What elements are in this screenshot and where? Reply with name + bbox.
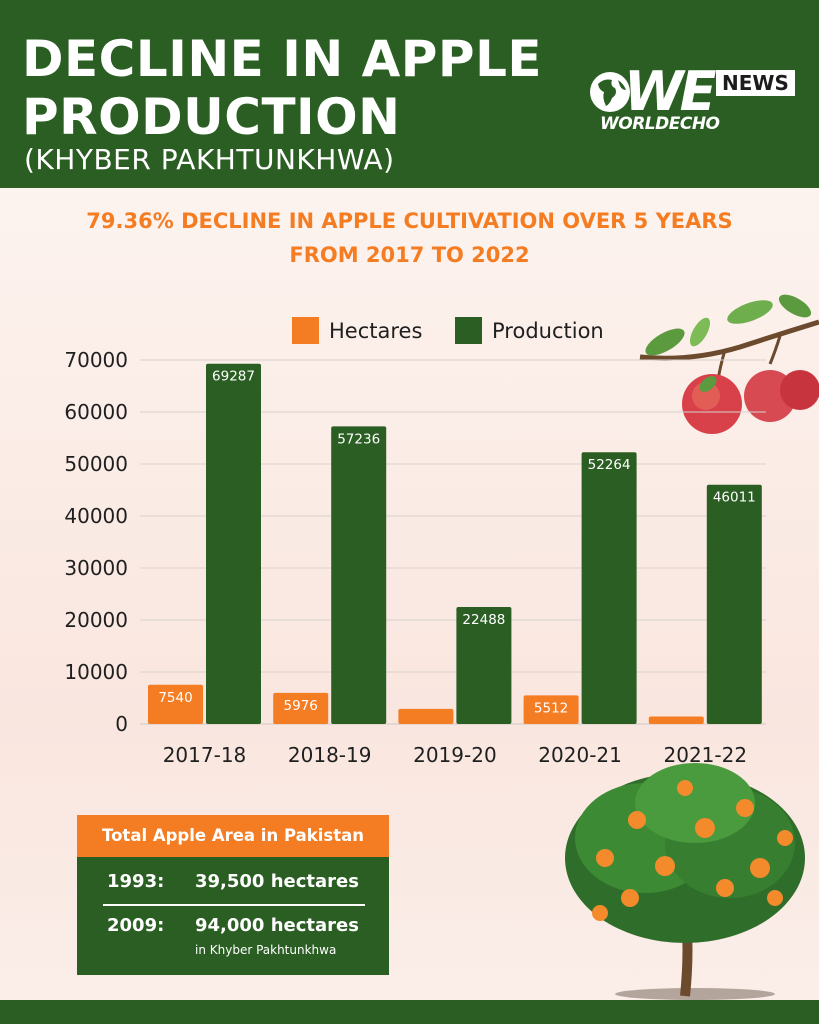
logo-mark: WE (624, 60, 716, 123)
decline-subtitle: 79.36% DECLINE IN APPLE CULTIVATION OVER… (0, 204, 819, 272)
info-note: in Khyber Pakhtunkhwa (195, 943, 337, 957)
globe-icon (590, 72, 630, 112)
bar-hectares (648, 716, 704, 724)
x-tick-label: 2021-22 (664, 743, 748, 767)
bar-production (206, 363, 261, 724)
data-label: 57236 (337, 431, 380, 447)
region-subtitle: (KHYBER PAKHTUNKHWA) (24, 143, 395, 176)
y-tick-label: 70000 (64, 348, 128, 372)
bar-chart: 0 10000 20000 30000 40000 50000 60000 70000 Hect… (64, 317, 766, 767)
bar-hectares (273, 692, 329, 724)
bar-hectares (523, 695, 579, 724)
data-label: 46011 (713, 490, 756, 506)
info-divider (103, 904, 365, 906)
title-line-1: DECLINE IN APPLE (22, 30, 543, 88)
legend-label: Hectares (329, 319, 422, 343)
y-tick-label: 10000 (64, 660, 128, 684)
fruit-tree-illustration (565, 763, 805, 1000)
worldecho-logo: WE NEWS WORLDECHO (588, 60, 798, 144)
info-year: 2009: (107, 915, 165, 936)
logo-name: WORLDECHO (600, 114, 720, 134)
y-tick-label: 30000 (64, 556, 128, 580)
header-banner: DECLINE IN APPLE PRODUCTION (KHYBER PAKH… (0, 0, 819, 188)
title-line-2: PRODUCTION (22, 88, 401, 146)
data-label: 52264 (588, 457, 631, 473)
x-tick-label: 2019-20 (413, 743, 497, 767)
legend-label: Production (492, 319, 604, 343)
data-label: 22488 (462, 612, 505, 628)
decline-line-1: 79.36% DECLINE IN APPLE CULTIVATION OVER… (86, 209, 733, 233)
bar-hectares (148, 684, 203, 724)
bar-production (456, 607, 512, 724)
page-title: DECLINE IN APPLE PRODUCTION (22, 30, 582, 146)
data-label: 5976 (284, 698, 318, 714)
bar-hectares (398, 708, 454, 724)
logo-news-badge: NEWS (716, 70, 795, 96)
info-year: 1993: (107, 871, 165, 892)
x-tick-label: 2018-19 (288, 743, 372, 767)
y-tick-label: 0 (115, 712, 128, 736)
data-label: 5512 (534, 700, 568, 716)
bar-production (706, 484, 762, 724)
y-tick-label: 40000 (64, 504, 128, 528)
bar-production (331, 426, 387, 724)
y-tick-label: 50000 (64, 452, 128, 476)
y-tick-label: 20000 (64, 608, 128, 632)
apple-branch-illustration (639, 294, 819, 434)
legend-swatch (292, 317, 319, 344)
bar-production (581, 452, 637, 724)
data-label: 7540 (158, 690, 192, 706)
legend-swatch (455, 317, 482, 344)
data-label: 69287 (212, 369, 255, 385)
x-tick-label: 2017-18 (163, 743, 247, 767)
footer-bar (0, 1000, 819, 1024)
info-box-title: Total Apple Area in Pakistan (77, 815, 389, 857)
info-value: 94,000 hectares (195, 915, 359, 936)
info-value: 39,500 hectares (195, 871, 359, 892)
apple-area-info-box: Total Apple Area in Pakistan 1993: 39,50… (77, 815, 389, 975)
decline-line-2: FROM 2017 TO 2022 (289, 243, 530, 267)
y-tick-label: 60000 (64, 400, 128, 424)
x-tick-label: 2020-21 (538, 743, 622, 767)
